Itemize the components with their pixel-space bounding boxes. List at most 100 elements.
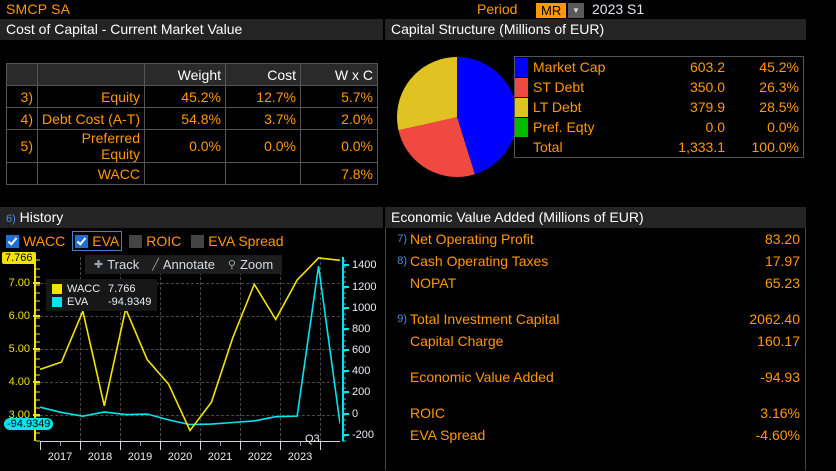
period-label: Period — [477, 1, 518, 17]
table-header-row: Weight Cost W x C — [6, 63, 378, 86]
right-axis-spine — [342, 257, 344, 441]
gridline-horizontal — [40, 381, 340, 383]
ticker-label[interactable]: SMCP SA — [6, 1, 71, 17]
checkbox-eva[interactable] — [75, 234, 89, 248]
legend-value: 1,333.1 — [678, 139, 725, 155]
tooltip-series-value: -94.9349 — [108, 295, 152, 308]
row-label: ROIC — [410, 405, 445, 421]
legend-value: 0.0 — [705, 119, 725, 135]
table-row[interactable]: 4) Debt Cost (A-T) 54.8% 3.7% 2.0% — [6, 107, 378, 130]
legend-label: Total — [533, 139, 563, 155]
annotate-button[interactable]: ╱ Annotate — [147, 257, 220, 272]
row-value: 3.16% — [760, 405, 800, 421]
eva-row-net-operating-profit[interactable]: 7) Net Operating Profit 83.20 — [385, 228, 806, 250]
chevron-down-icon[interactable]: ▼ — [568, 3, 584, 18]
row-value: 2062.40 — [749, 311, 800, 327]
right-axis-minor-tick — [342, 419, 346, 421]
right-axis-minor-tick — [342, 308, 346, 310]
right-axis-minor-tick — [342, 377, 346, 379]
toggle-eva[interactable]: EVA — [72, 231, 123, 251]
legend-row: Pref. Eqty 0.0 0.0% — [515, 117, 803, 137]
tooltip-series-name: EVA — [67, 295, 89, 308]
row-value: -4.60% — [755, 427, 800, 443]
legend-value: 603.2 — [689, 59, 725, 75]
left-axis-minor-tick — [36, 399, 40, 401]
right-axis-tick-label: 800 — [352, 322, 371, 335]
row-label: Capital Charge — [410, 333, 504, 349]
legend-value: 379.9 — [689, 99, 725, 115]
series-toggle-row: WACC EVA ROIC EVA Spread — [4, 230, 286, 252]
right-axis-tick-label: 200 — [352, 386, 371, 399]
checkbox-wacc[interactable] — [6, 234, 19, 248]
left-axis-minor-tick — [36, 309, 40, 311]
toggle-roic[interactable]: ROIC — [127, 232, 183, 250]
right-axis-minor-tick — [342, 318, 346, 320]
history-chart[interactable]: ✚ Track ╱ Annotate ⚲ Zoom WACC 7.766 — [0, 252, 383, 470]
cell-wxc: 2.0% — [300, 107, 378, 130]
right-axis-tick — [342, 349, 349, 352]
tooltip-row-eva: EVA -94.9349 — [52, 295, 151, 308]
left-axis-minor-tick — [36, 374, 40, 376]
row-label[interactable]: Debt Cost (A-T) — [37, 107, 145, 130]
eva-row-total-investment-capital[interactable]: 9) Total Investment Capital 2062.40 — [385, 308, 806, 330]
row-label[interactable]: Preferred Equity — [37, 129, 145, 163]
checkbox-roic[interactable] — [129, 234, 143, 248]
left-axis-tick-label: 6.00 — [8, 310, 30, 323]
row-number: 4) — [6, 107, 38, 130]
eva-right-border — [805, 228, 806, 470]
table-row[interactable]: 5) Preferred Equity 0.0% 0.0% 0.0% — [6, 129, 378, 163]
row-value: 17.97 — [764, 253, 800, 269]
row-label[interactable]: Net Operating Profit — [410, 231, 534, 247]
left-axis-value-badge: 7.766 — [2, 252, 36, 265]
row-value: 160.17 — [757, 333, 800, 349]
toggle-eva-spread[interactable]: EVA Spread — [189, 232, 285, 250]
eva-title: Economic Value Added (Millions of EUR) — [385, 207, 806, 228]
left-axis-minor-tick — [36, 366, 40, 368]
pie-slices — [397, 57, 517, 177]
legend-value: 350.0 — [689, 79, 725, 95]
period-value[interactable]: 2023 S1 — [592, 1, 645, 17]
x-axis-major-tick — [40, 441, 41, 450]
series-line — [40, 257, 340, 433]
row-value: 83.20 — [764, 231, 800, 247]
toggle-wacc[interactable]: WACC — [4, 232, 67, 250]
legend-percent: 26.3% — [759, 79, 799, 95]
gridline-vertical — [320, 257, 321, 441]
legend-label: ST Debt — [533, 79, 585, 95]
x-axis-tick-label: 2022 — [247, 451, 273, 463]
eva-row-cash-operating-taxes[interactable]: 8) Cash Operating Taxes 17.97 — [385, 250, 806, 272]
tooltip-row-wacc: WACC 7.766 — [52, 282, 151, 295]
legend-label: Market Cap — [533, 59, 606, 75]
legend-row-total: Total 1,333.1 100.0% — [515, 137, 803, 157]
row-label: Economic Value Added — [410, 369, 554, 385]
header-blank-label — [37, 63, 145, 86]
capital-structure-title: Capital Structure (Millions of EUR) — [385, 19, 806, 40]
x-axis-minor-tick — [60, 441, 61, 446]
right-axis-tick — [342, 306, 349, 309]
right-axis-tick — [342, 370, 349, 373]
right-axis-tick-label: 600 — [352, 344, 371, 357]
right-axis-tick — [342, 391, 349, 394]
x-axis-minor-tick — [140, 441, 141, 446]
tooltip-series-value: 7.766 — [108, 282, 136, 295]
left-axis-minor-tick — [36, 333, 40, 335]
legend-label: LT Debt — [533, 99, 582, 115]
row-label[interactable]: Equity — [37, 85, 145, 108]
top-bar: SMCP SA Period MR ▼ 2023 S1 — [0, 0, 836, 19]
period-mode-badge[interactable]: MR — [536, 3, 567, 18]
toggle-label: WACC — [23, 233, 66, 249]
left-axis-tick — [33, 413, 40, 416]
right-axis-minor-tick — [342, 408, 346, 410]
row-label[interactable]: Total Investment Capital — [410, 311, 560, 327]
gridline-vertical — [80, 257, 81, 441]
right-axis-minor-tick — [342, 271, 346, 273]
right-axis-minor-tick — [342, 392, 346, 394]
checkbox-eva-spread[interactable] — [191, 234, 205, 248]
legend-label: Pref. Eqty — [533, 119, 595, 135]
x-axis-line — [40, 441, 340, 442]
track-button[interactable]: ✚ Track — [89, 257, 144, 272]
table-row[interactable]: 3) Equity 45.2% 12.7% 5.7% — [6, 85, 378, 108]
zoom-button[interactable]: ⚲ Zoom — [223, 257, 278, 272]
color-swatch-st-debt — [515, 77, 528, 97]
row-label[interactable]: Cash Operating Taxes — [410, 253, 549, 269]
